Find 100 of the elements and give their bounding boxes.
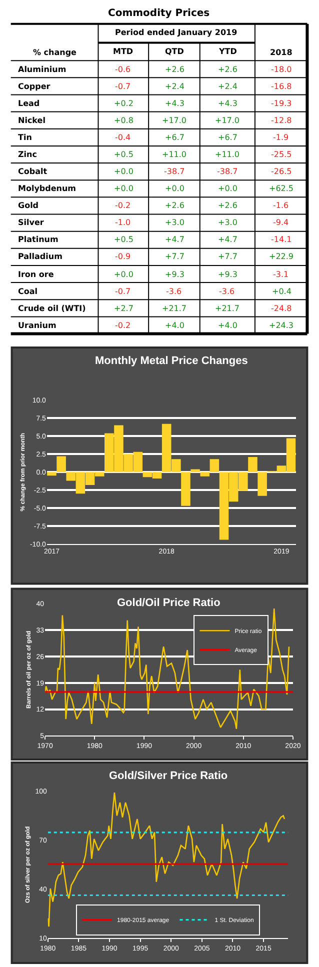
data-label: -0.2 <box>115 321 131 330</box>
data-label: -12.8 <box>271 116 292 125</box>
y-axis-title: % change <box>33 48 78 57</box>
y-tick-label: Tin <box>18 133 32 142</box>
data-label: +17.0 <box>162 116 187 125</box>
data-label: -9.4 <box>273 218 289 227</box>
data-label: +4.3 <box>218 99 238 108</box>
data-label: -18.0 <box>271 65 292 74</box>
chart-title: Gold/Oil Price Ratio <box>117 597 221 609</box>
data-label: +0.5 <box>114 235 134 244</box>
data-label: +2.6 <box>165 201 184 210</box>
y-tick-label: Palladium <box>18 252 62 261</box>
bar <box>210 459 220 472</box>
data-label: +6.7 <box>165 133 184 142</box>
x-tick-label: MTD <box>113 47 134 56</box>
y-tick-label: Lead <box>18 99 40 108</box>
x-tick-label: QTD <box>165 47 184 56</box>
data-label: +0.0 <box>165 184 184 193</box>
data-label: +7.7 <box>218 252 238 261</box>
line-series <box>48 792 286 928</box>
y-tick-label: Gold <box>18 201 39 210</box>
bar <box>248 456 258 472</box>
data-label: +0.8 <box>114 116 134 125</box>
data-label: -0.7 <box>115 287 131 296</box>
data-label: +2.4 <box>165 82 184 91</box>
data-label: -16.8 <box>271 82 292 91</box>
data-label: +11.0 <box>215 150 240 159</box>
data-label: -14.1 <box>271 235 292 244</box>
data-label: +0.0 <box>114 270 134 279</box>
data-label: +62.5 <box>269 184 294 193</box>
data-label: -0.9 <box>115 252 131 261</box>
data-label: +4.7 <box>165 235 184 244</box>
bar <box>181 472 190 506</box>
y-tick-label: Copper <box>18 82 50 91</box>
data-label: -24.8 <box>271 304 292 313</box>
data-label: +7.7 <box>165 252 184 261</box>
data-label: +4.3 <box>165 99 184 108</box>
y-tick-label: Coal <box>18 287 38 296</box>
bar <box>200 472 210 476</box>
data-label: -3.1 <box>273 270 289 279</box>
data-label: +11.0 <box>162 150 187 159</box>
data-label: +2.6 <box>218 201 238 210</box>
data-label: +9.3 <box>165 270 184 279</box>
data-label: -1.0 <box>115 218 131 227</box>
data-label: +6.7 <box>218 133 238 142</box>
y-tick-label: Molybdenum <box>18 184 76 193</box>
data-label: +9.3 <box>218 270 238 279</box>
y-tick-label: Uranium <box>18 321 56 330</box>
y-tick-label: Aluminium <box>18 65 66 74</box>
line-series <box>45 608 290 730</box>
x-tick-label: YTD <box>218 47 238 56</box>
data-label: +3.0 <box>218 218 238 227</box>
data-label: -19.3 <box>271 99 292 108</box>
data-label: +2.6 <box>218 65 238 74</box>
data-label: -3.6 <box>219 287 235 296</box>
y-tick-label: Zinc <box>18 150 38 159</box>
y-tick-label: Platinum <box>18 235 58 244</box>
data-label: +0.2 <box>114 99 134 108</box>
data-label: +4.0 <box>218 321 238 330</box>
data-label: +2.6 <box>165 65 184 74</box>
data-label: +22.9 <box>269 252 294 261</box>
bar <box>47 472 56 476</box>
data-label: +17.0 <box>215 116 240 125</box>
bar <box>258 472 267 496</box>
data-label: +3.0 <box>165 218 184 227</box>
data-label: +24.3 <box>269 321 294 330</box>
y-tick-label: Iron ore <box>18 270 54 279</box>
data-label: +0.0 <box>218 184 238 193</box>
data-label: -25.5 <box>271 150 292 159</box>
data-label: +0.5 <box>114 150 134 159</box>
data-label: +21.7 <box>215 304 240 313</box>
y-tick-label: Silver <box>18 218 44 227</box>
data-label: +4.0 <box>165 321 184 330</box>
data-label: +2.7 <box>114 304 134 313</box>
y-tick-label: Nickel <box>18 116 46 125</box>
data-label: -1.6 <box>273 201 289 210</box>
data-label: +0.4 <box>272 287 292 296</box>
chart-title: Gold/Silver Price Ratio <box>109 770 228 782</box>
data-label: -3.6 <box>166 287 182 296</box>
data-label: -0.2 <box>115 201 131 210</box>
data-label: -38.7 <box>164 167 185 176</box>
bar <box>56 456 66 472</box>
chart-title: Monthly Metal Price Changes <box>95 355 248 367</box>
data-label: +0.0 <box>114 167 134 176</box>
data-label: +21.7 <box>162 304 187 313</box>
data-label: -0.4 <box>115 133 131 142</box>
data-label: -0.6 <box>115 65 131 74</box>
data-label: +4.7 <box>218 235 238 244</box>
x-tick-label: 2018 <box>270 48 293 57</box>
y-tick-label: Crude oil (WTI) <box>18 304 86 313</box>
chart-subtitle: Period ended January 2019 <box>115 28 238 37</box>
y-tick-label: Cobalt <box>18 167 48 176</box>
data-label: -1.9 <box>273 133 289 142</box>
data-label: -0.7 <box>115 82 131 91</box>
data-label: +2.4 <box>218 82 238 91</box>
data-label: -38.7 <box>217 167 238 176</box>
data-label: +0.0 <box>114 184 134 193</box>
data-label: -26.5 <box>271 167 292 176</box>
bar <box>190 469 200 472</box>
chart-title: Commodity Prices <box>108 8 210 19</box>
